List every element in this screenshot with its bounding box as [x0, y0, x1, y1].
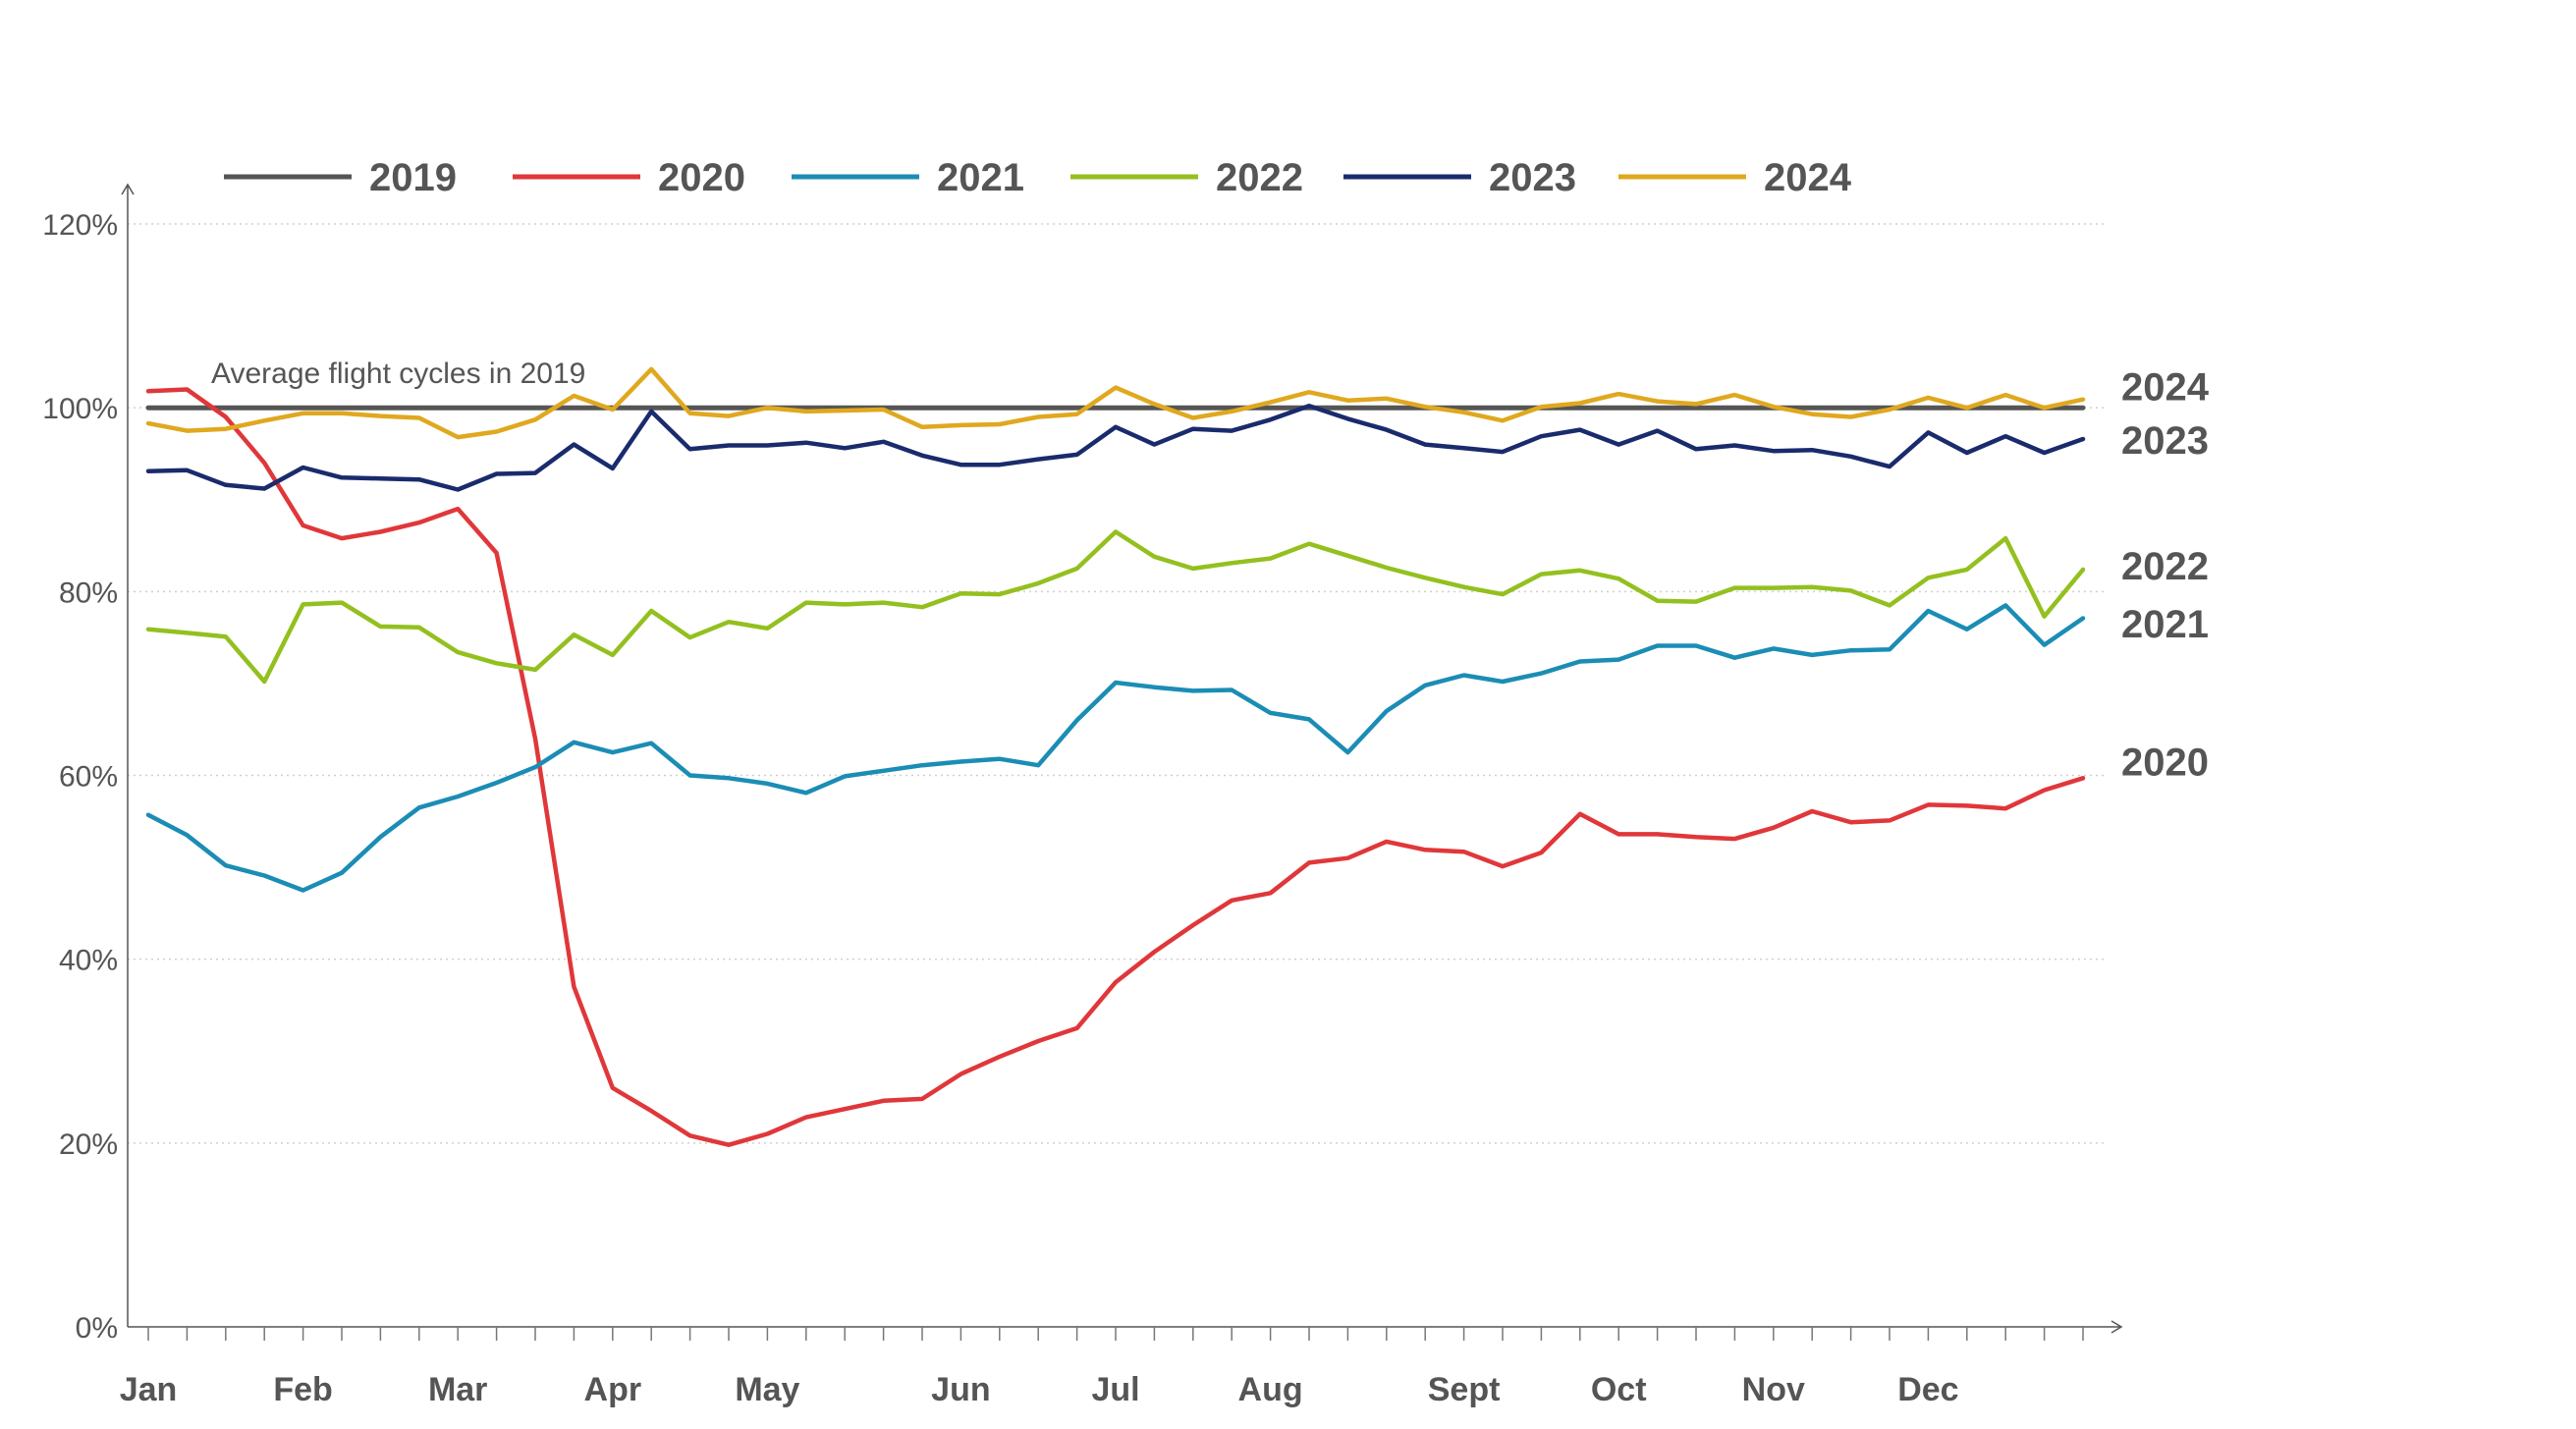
legend-item-2022: 2022 [1070, 156, 1303, 199]
x-axis-ticks: Jan Feb Mar Apr May Jun Jul Aug Sept Oct Nov Dec [120, 1371, 1959, 1408]
x-tick-label: Sept [1428, 1371, 1501, 1408]
x-tick-label: Jul [1091, 1371, 1139, 1408]
y-tick-label: 40% [59, 945, 118, 977]
x-tick-label: Nov [1742, 1371, 1805, 1408]
x-tick-label: May [735, 1371, 799, 1408]
legend-label: 2020 [658, 156, 745, 199]
series-line-2020 [145, 387, 2086, 1147]
baseline-annotation-group: Average flight cycles in 2019 [211, 357, 585, 390]
series-line-2024 [145, 366, 2086, 440]
end-label-2022: 2022 [2121, 545, 2209, 588]
x-tick-label: Dec [1897, 1371, 1958, 1408]
baseline-annotation: Average flight cycles in 2019 [211, 357, 585, 390]
series-lines [145, 366, 2086, 1147]
y-tick-label: 120% [42, 209, 118, 242]
series-line-2021 [145, 603, 2086, 893]
axes [121, 183, 2123, 1341]
legend-item-2024: 2024 [1618, 156, 1852, 199]
legend-label: 2022 [1216, 156, 1303, 199]
x-tick-label: Aug [1238, 1371, 1303, 1408]
legend-label: 2024 [1764, 156, 1852, 199]
x-tick-label: Mar [428, 1371, 487, 1408]
y-tick-label: 100% [42, 393, 118, 425]
legend-item-2023: 2023 [1343, 156, 1576, 199]
y-tick-label: 80% [59, 577, 118, 609]
legend-item-2019: 2019 [224, 156, 457, 199]
y-axis-arrow [121, 183, 135, 195]
x-tick-label: Oct [1591, 1371, 1647, 1408]
legend-item-2021: 2021 [792, 156, 1024, 199]
legend-label: 2021 [937, 156, 1024, 199]
x-tick-label: Jan [120, 1371, 178, 1408]
series-line-2022 [145, 529, 2086, 685]
legend-label: 2019 [369, 156, 457, 199]
end-label-2021: 2021 [2121, 603, 2209, 646]
legend: 2019 2020 2021 2022 2023 2024 [224, 156, 1852, 199]
y-axis-ticks: 0% 20% 40% 60% 80% 100% 120% [42, 209, 118, 1345]
x-axis-arrow [2110, 1320, 2123, 1334]
y-tick-label: 0% [76, 1312, 118, 1345]
legend-label: 2023 [1489, 156, 1576, 199]
x-tick-label: Jun [931, 1371, 990, 1408]
end-label-2023: 2023 [2121, 419, 2209, 463]
x-tick-label: Apr [584, 1371, 642, 1408]
x-tick-label: Feb [273, 1371, 332, 1408]
legend-item-2020: 2020 [513, 156, 745, 199]
end-labels: 2024 2023 2022 2021 2020 [2121, 366, 2210, 785]
end-label-2020: 2020 [2121, 741, 2209, 784]
y-tick-label: 20% [59, 1128, 118, 1161]
y-tick-label: 60% [59, 761, 118, 794]
end-label-2024: 2024 [2121, 366, 2210, 410]
series-line-2023 [145, 404, 2086, 492]
